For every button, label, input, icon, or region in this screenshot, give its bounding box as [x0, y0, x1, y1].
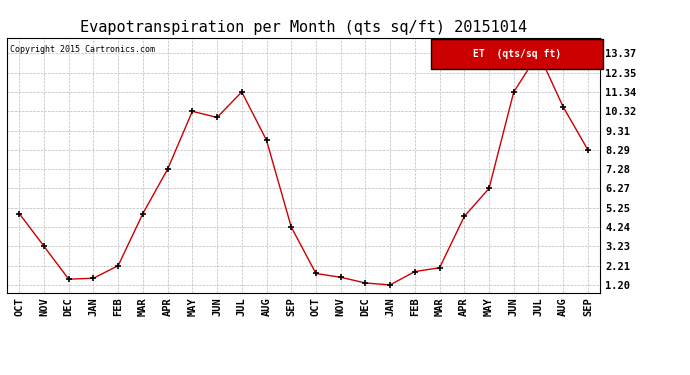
FancyBboxPatch shape	[431, 39, 603, 69]
Text: Copyright 2015 Cartronics.com: Copyright 2015 Cartronics.com	[10, 45, 155, 54]
Text: ET  (qts/sq ft): ET (qts/sq ft)	[473, 49, 561, 59]
Title: Evapotranspiration per Month (qts sq/ft) 20151014: Evapotranspiration per Month (qts sq/ft)…	[80, 20, 527, 35]
